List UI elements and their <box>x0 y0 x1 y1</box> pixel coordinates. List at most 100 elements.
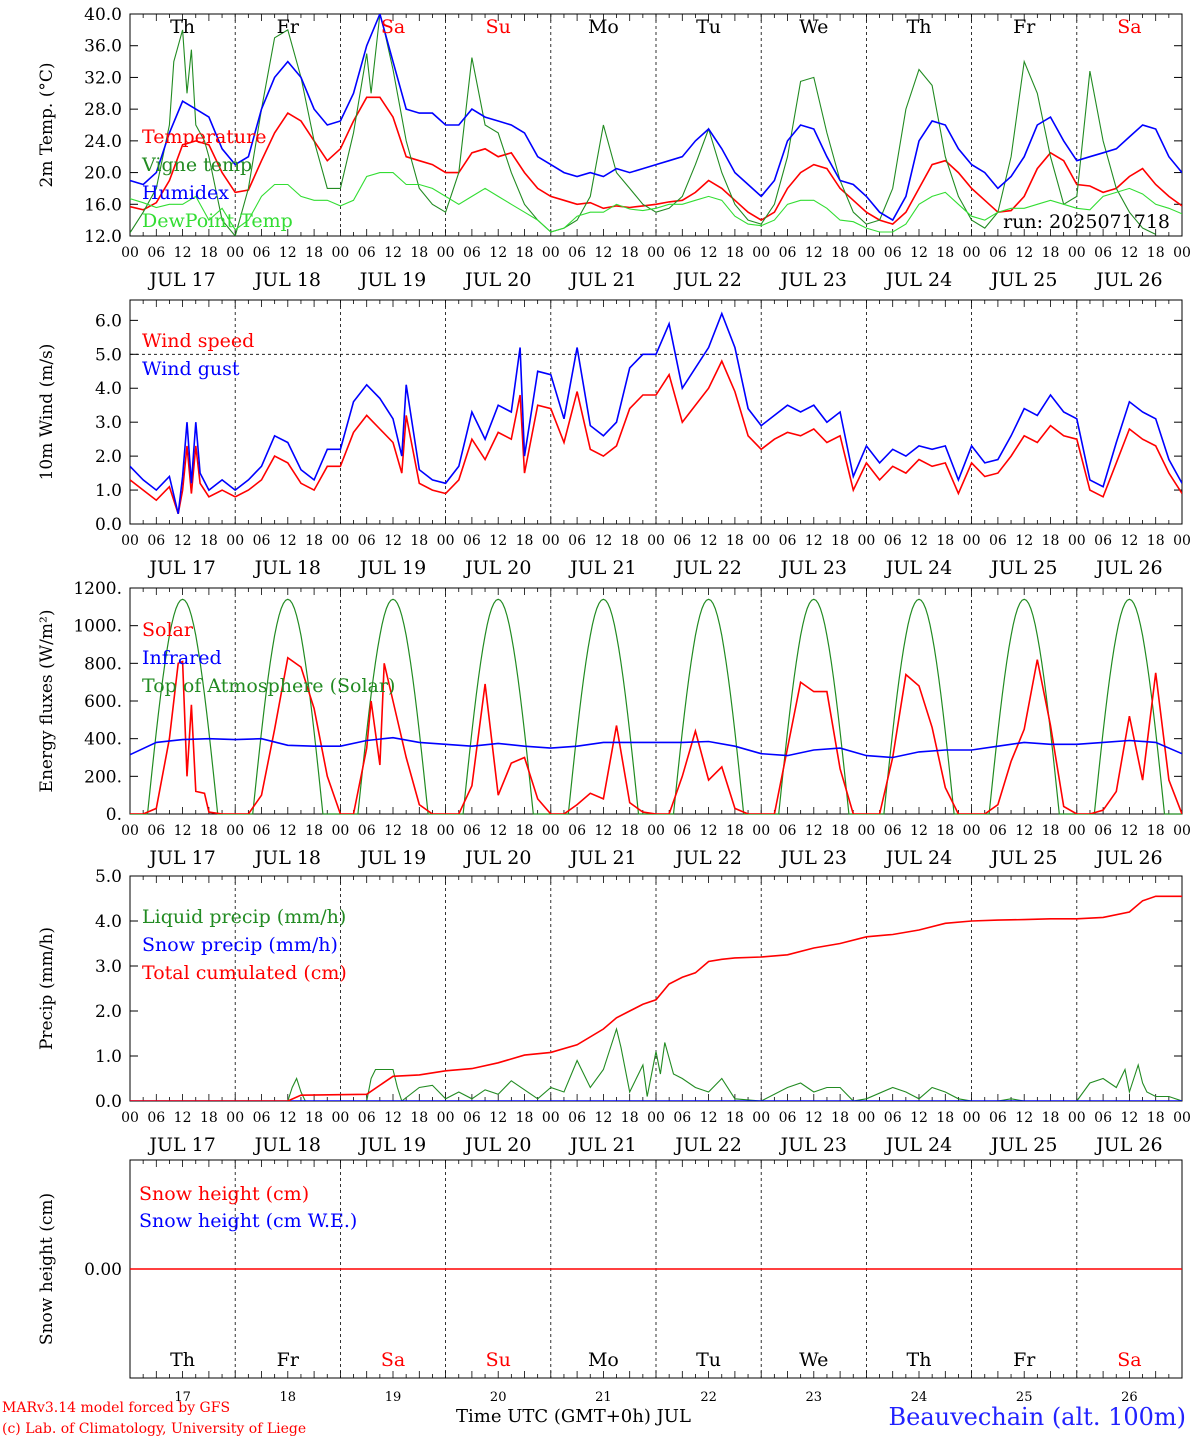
y-tick-label: 5.0 <box>95 345 122 365</box>
y-tick-label: 1200. <box>73 579 122 599</box>
weekday-label: Fr <box>1013 1349 1036 1371</box>
x-date-label: JUL 21 <box>568 557 636 579</box>
x-hour-label: 06 <box>463 533 481 549</box>
x-date-label: JUL 19 <box>358 269 426 291</box>
y-tick-label: 4.0 <box>95 912 122 932</box>
x-hour-label: 06 <box>779 823 797 839</box>
x-hour-label: 00 <box>542 823 560 839</box>
y-tick-label: 16.0 <box>84 195 122 215</box>
x-hour-label: 06 <box>673 823 691 839</box>
legend-entry: Humidex <box>142 182 229 204</box>
x-hour-label: 12 <box>805 1110 823 1126</box>
y-tick-label: 28.0 <box>84 100 122 120</box>
weekday-label: Sa <box>381 16 405 38</box>
y-tick-label: 36.0 <box>84 37 122 57</box>
y-tick-label: 2.0 <box>95 1002 122 1022</box>
x-hour-label: 06 <box>1094 245 1112 261</box>
weekday-label: Sa <box>1117 1349 1141 1371</box>
x-date-label: JUL 26 <box>1094 847 1162 869</box>
x-hour-label: 06 <box>358 823 376 839</box>
x-hour-label: 00 <box>857 245 875 261</box>
x-hour-label: 00 <box>963 1110 981 1126</box>
x-hour-label: 18 <box>410 823 428 839</box>
weekday-label: Fr <box>277 1349 300 1371</box>
x-hour-label: 12 <box>174 1110 192 1126</box>
x-hour-label: 18 <box>936 533 954 549</box>
x-hour-label: 18 <box>621 823 639 839</box>
x-hour-label: 06 <box>884 245 902 261</box>
x-hour-label: 18 <box>1042 245 1060 261</box>
x-hour-label: 00 <box>437 823 455 839</box>
x-date-label: JUL 19 <box>358 847 426 869</box>
x-hour-label: 12 <box>174 245 192 261</box>
weekday-label: Th <box>907 1349 932 1371</box>
x-hour-label: 00 <box>121 533 139 549</box>
x-hour-label: 18 <box>200 1110 218 1126</box>
x-hour-label: 06 <box>1094 1110 1112 1126</box>
series-line-humidex <box>130 14 1182 222</box>
x-day-number: 24 <box>911 1390 928 1405</box>
panel-4: 0.0 1.0 2.0 3.0 4.0 5.0 Precip (mm/h) Liquid pr… <box>37 867 1191 1156</box>
x-hour-label: 12 <box>279 245 297 261</box>
x-hour-label: 12 <box>384 245 402 261</box>
x-hour-label: 12 <box>910 245 928 261</box>
x-hour-label: 18 <box>516 1110 534 1126</box>
weekday-label: Fr <box>277 16 300 38</box>
x-hour-label: 06 <box>989 823 1007 839</box>
weekday-label: Th <box>170 16 195 38</box>
x-hour-label: 18 <box>936 245 954 261</box>
x-hour-label: 12 <box>384 533 402 549</box>
x-day-number: 20 <box>490 1390 507 1405</box>
x-date-label: JUL 25 <box>989 847 1057 869</box>
x-hour-label: 06 <box>568 823 586 839</box>
legend-entry: Snow height (cm W.E.) <box>139 1210 357 1232</box>
panel-frame <box>129 299 1183 525</box>
legend-entry: Snow precip (mm/h) <box>142 934 338 956</box>
x-date-label: JUL 21 <box>568 269 636 291</box>
series-line-solar <box>130 656 1182 814</box>
x-date-label: JUL 17 <box>147 557 215 579</box>
x-hour-label: 18 <box>200 823 218 839</box>
x-hour-label: 00 <box>963 823 981 839</box>
x-hour-label: 06 <box>673 245 691 261</box>
x-date-label: JUL 23 <box>779 847 847 869</box>
series-line-temperature <box>130 96 1182 225</box>
x-hour-label: 06 <box>989 245 1007 261</box>
x-hour-label: 12 <box>279 1110 297 1126</box>
x-hour-label: 00 <box>752 533 770 549</box>
y-axis-title: Energy fluxes (W/m²) <box>37 610 57 793</box>
y-tick-label: 40.0 <box>84 5 122 25</box>
x-hour-label: 06 <box>147 245 165 261</box>
x-date-label: JUL 18 <box>253 557 321 579</box>
x-hour-label: 18 <box>305 823 323 839</box>
x-hour-label: 18 <box>1147 1110 1165 1126</box>
x-hour-label: 18 <box>410 533 428 549</box>
x-hour-label: 00 <box>752 1110 770 1126</box>
x-hour-label: 00 <box>647 1110 665 1126</box>
x-hour-label: 06 <box>147 533 165 549</box>
y-tick-label: 6.0 <box>95 311 122 331</box>
x-date-label: JUL 19 <box>358 1134 426 1156</box>
lab-credit: (c) Lab. of Climatology, University of L… <box>2 1421 307 1437</box>
series-line-wind-gust <box>130 311 1182 514</box>
x-date-label: JUL 19 <box>358 557 426 579</box>
series-line-dewpoint-temp <box>130 172 1182 233</box>
x-hour-label: 06 <box>147 823 165 839</box>
y-tick-label: 0.0 <box>95 515 122 535</box>
y-axis-title: 2m Temp. (°C) <box>37 62 57 187</box>
x-hour-label: 12 <box>1120 245 1138 261</box>
x-hour-label: 00 <box>857 533 875 549</box>
weekday-label: Th <box>170 1349 195 1371</box>
x-hour-label: 00 <box>226 823 244 839</box>
x-hour-label: 00 <box>1173 823 1191 839</box>
x-date-label: JUL 22 <box>673 847 741 869</box>
x-hour-label: 12 <box>279 823 297 839</box>
x-date-label: JUL 20 <box>463 269 531 291</box>
legend-entry: Wind speed <box>142 330 254 352</box>
x-hour-label: 00 <box>226 245 244 261</box>
x-date-label: JUL 21 <box>568 847 636 869</box>
x-hour-label: 18 <box>305 533 323 549</box>
x-hour-label: 06 <box>884 533 902 549</box>
x-hour-label: 06 <box>1094 533 1112 549</box>
